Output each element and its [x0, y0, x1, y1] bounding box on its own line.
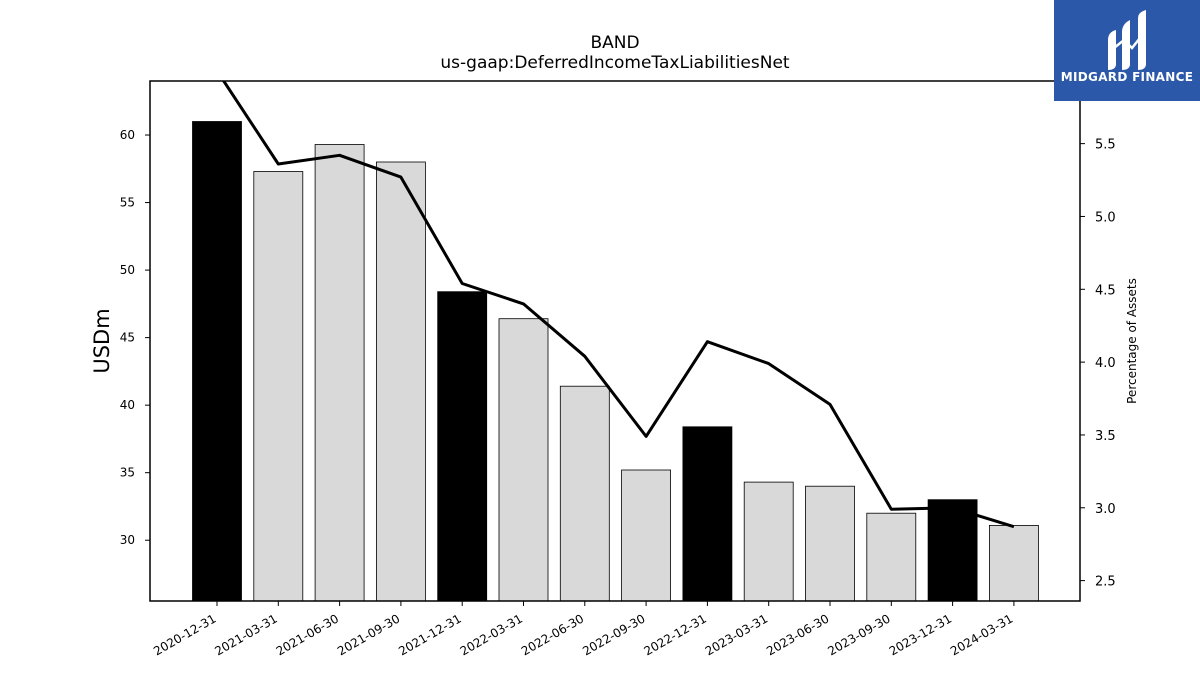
right-tick-label: 4.5	[1095, 283, 1116, 298]
bars-layer	[192, 121, 1039, 602]
x-tick-label: 2021-06-30	[274, 611, 341, 658]
left-tick-label: 45	[120, 331, 135, 345]
logo-mark-icon	[1108, 10, 1146, 70]
logo-text: MIDGARD FINANCE	[1061, 70, 1193, 84]
right-tick-label: 5.0	[1095, 210, 1116, 225]
bar-2023-12-31	[927, 499, 978, 602]
midgard-finance-logo: MIDGARD FINANCE	[1054, 0, 1200, 101]
left-tick-label: 50	[120, 263, 135, 277]
bar-2021-12-31	[437, 291, 488, 602]
y-axis-label-right: Percentage of Assets	[1125, 278, 1139, 404]
bar-2023-03-31	[743, 481, 794, 602]
x-tick-label: 2022-03-31	[458, 611, 525, 658]
x-axis-ticks: 2020-12-312021-03-312021-06-302021-09-30…	[151, 601, 1015, 658]
left-tick-label: 30	[120, 533, 135, 547]
right-tick-label: 2.5	[1095, 575, 1116, 590]
plot-frame	[149, 80, 1081, 602]
y-axis-label-left: USDm	[90, 308, 114, 373]
right-tick-label: 4.0	[1095, 356, 1116, 371]
line-layer	[221, 81, 1015, 529]
x-tick-label: 2024-03-31	[948, 611, 1015, 658]
x-tick-label: 2023-09-30	[825, 611, 892, 658]
x-tick-label: 2023-06-30	[764, 611, 831, 658]
bar-2023-06-30	[805, 485, 855, 602]
x-tick-label: 2021-12-31	[396, 611, 463, 658]
left-tick-label: 60	[120, 128, 135, 142]
chart-subtitle: us-gaap:DeferredIncomeTaxLiabilitiesNet	[440, 53, 790, 73]
right-tick-label: 3.0	[1095, 502, 1116, 517]
right-tick-label: 3.5	[1095, 429, 1116, 444]
bar-2024-03-31	[989, 525, 1039, 602]
percentage-of-assets-line	[221, 81, 1015, 529]
bar-2022-12-31	[682, 426, 733, 602]
x-tick-label: 2023-12-31	[887, 611, 954, 658]
bar-2020-12-31	[192, 121, 242, 602]
bar-2021-09-30	[375, 161, 426, 602]
left-tick-label: 35	[120, 466, 135, 480]
bar-2021-03-31	[253, 171, 304, 602]
left-tick-label: 40	[120, 398, 135, 412]
bar-2021-06-30	[314, 144, 365, 602]
right-axis-ticks: 2.5 3.0 3.5 4.0 4.5 5.0 5.5	[1080, 138, 1116, 590]
bar-2022-03-31	[498, 318, 549, 602]
bar-2022-06-30	[559, 385, 610, 602]
x-tick-label: 2020-12-31	[151, 611, 218, 658]
x-tick-label: 2023-03-31	[703, 611, 770, 658]
x-tick-label: 2021-09-30	[335, 611, 402, 658]
right-tick-label: 5.5	[1095, 138, 1116, 153]
bar-2022-09-30	[621, 469, 671, 602]
x-tick-label: 2022-06-30	[519, 611, 586, 658]
x-tick-label: 2021-03-31	[212, 611, 279, 658]
left-axis-ticks: 30 35 40 45 50 55 60	[120, 128, 150, 547]
left-tick-label: 55	[120, 196, 135, 210]
bar-2023-09-30	[866, 512, 917, 602]
x-tick-label: 2022-09-30	[580, 611, 647, 658]
chart-title: BAND	[590, 33, 639, 53]
x-tick-label: 2022-12-31	[641, 611, 708, 658]
